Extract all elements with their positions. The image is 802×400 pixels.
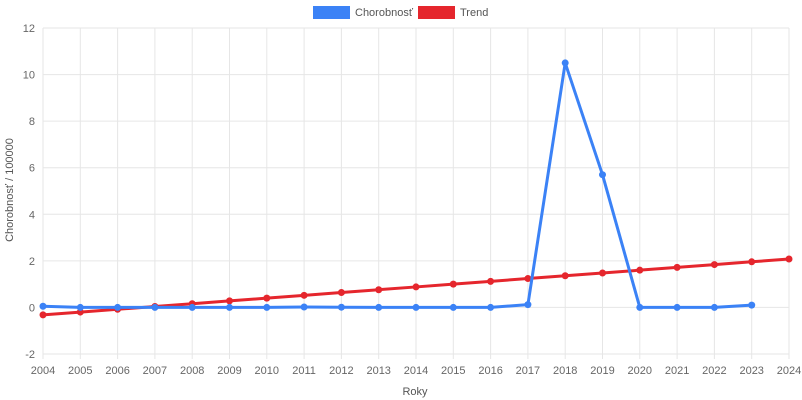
x-tick-label: 2016 xyxy=(478,365,502,377)
data-point[interactable] xyxy=(636,303,644,311)
series-chorobnost xyxy=(39,59,756,311)
data-point[interactable] xyxy=(673,263,681,271)
data-point[interactable] xyxy=(76,303,84,311)
data-point[interactable] xyxy=(114,303,122,311)
data-point[interactable] xyxy=(263,303,271,311)
data-point[interactable] xyxy=(375,303,383,311)
y-tick-label: 4 xyxy=(29,209,35,221)
data-point[interactable] xyxy=(188,303,196,311)
x-tick-label: 2020 xyxy=(628,365,652,377)
data-point[interactable] xyxy=(226,303,233,311)
data-point[interactable] xyxy=(561,272,569,280)
y-tick-label: 2 xyxy=(29,256,35,268)
data-point[interactable] xyxy=(449,303,457,311)
y-tick-label: 8 xyxy=(29,116,35,128)
x-tick-label: 2019 xyxy=(590,365,614,377)
series-line xyxy=(41,61,754,309)
x-tick-label: 2010 xyxy=(255,365,279,377)
legend-label-trend: Trend xyxy=(460,7,488,19)
data-point[interactable] xyxy=(263,294,271,302)
x-tick-label: 2024 xyxy=(777,365,801,377)
data-point[interactable] xyxy=(375,286,383,294)
x-axis-title: Roky xyxy=(402,386,428,398)
x-tick-label: 2006 xyxy=(105,365,129,377)
x-tick-labels: 2004 2005 2006 2007 2008 2009 2010 2011 2012 2013… xyxy=(31,365,801,377)
data-point[interactable] xyxy=(487,303,495,311)
data-point[interactable] xyxy=(710,261,718,269)
x-tick-label: 2017 xyxy=(516,365,540,377)
data-point[interactable] xyxy=(39,302,47,310)
y-tick-label: -2 xyxy=(25,349,35,361)
x-tick-label: 2011 xyxy=(292,365,316,377)
data-point[interactable] xyxy=(636,266,644,274)
x-tick-label: 2007 xyxy=(143,365,167,377)
x-tick-label: 2004 xyxy=(31,365,55,377)
y-axis-title: Chorobnosť / 100000 xyxy=(4,138,16,242)
legend[interactable]: Chorobnosť Trend xyxy=(313,6,488,19)
data-point[interactable] xyxy=(599,171,606,179)
y-tick-label: 0 xyxy=(29,302,35,314)
x-tick-label: 2013 xyxy=(366,365,390,377)
data-point[interactable] xyxy=(524,301,532,309)
x-tick-label: 2022 xyxy=(702,365,726,377)
y-tick-label: 10 xyxy=(23,70,35,82)
data-point[interactable] xyxy=(151,303,159,311)
data-point[interactable] xyxy=(785,255,793,263)
data-point[interactable] xyxy=(748,258,756,266)
data-point[interactable] xyxy=(226,297,233,305)
data-point[interactable] xyxy=(39,311,47,319)
x-tick-label: 2008 xyxy=(180,365,204,377)
data-point[interactable] xyxy=(710,303,718,311)
data-point[interactable] xyxy=(300,303,308,311)
x-tick-label: 2018 xyxy=(553,365,577,377)
legend-label-chorobnost: Chorobnosť xyxy=(355,7,414,19)
data-point[interactable] xyxy=(337,303,345,311)
x-tick-label: 2015 xyxy=(441,365,465,377)
y-tick-label: 6 xyxy=(29,163,35,175)
legend-swatch-trend xyxy=(418,6,455,19)
data-point[interactable] xyxy=(300,291,308,299)
x-tick-label: 2014 xyxy=(404,365,428,377)
data-point[interactable] xyxy=(748,301,756,309)
data-point[interactable] xyxy=(412,283,420,291)
data-point[interactable] xyxy=(673,303,681,311)
data-point[interactable] xyxy=(561,59,569,67)
series xyxy=(39,59,793,319)
x-tick-label: 2009 xyxy=(217,365,241,377)
y-tick-label: 12 xyxy=(23,23,35,35)
x-tick-label: 2005 xyxy=(68,365,92,377)
data-point[interactable] xyxy=(449,280,457,288)
data-point[interactable] xyxy=(524,275,532,283)
x-tick-label: 2023 xyxy=(739,365,763,377)
data-point[interactable] xyxy=(337,289,345,297)
data-point[interactable] xyxy=(487,277,495,285)
data-point[interactable] xyxy=(599,269,606,277)
legend-swatch-chorobnost xyxy=(313,6,350,19)
data-point[interactable] xyxy=(412,303,420,311)
y-tick-labels: -2 0 2 4 6 8 10 12 xyxy=(23,23,35,361)
x-tick-label: 2012 xyxy=(329,365,353,377)
x-tick-label: 2021 xyxy=(665,365,689,377)
